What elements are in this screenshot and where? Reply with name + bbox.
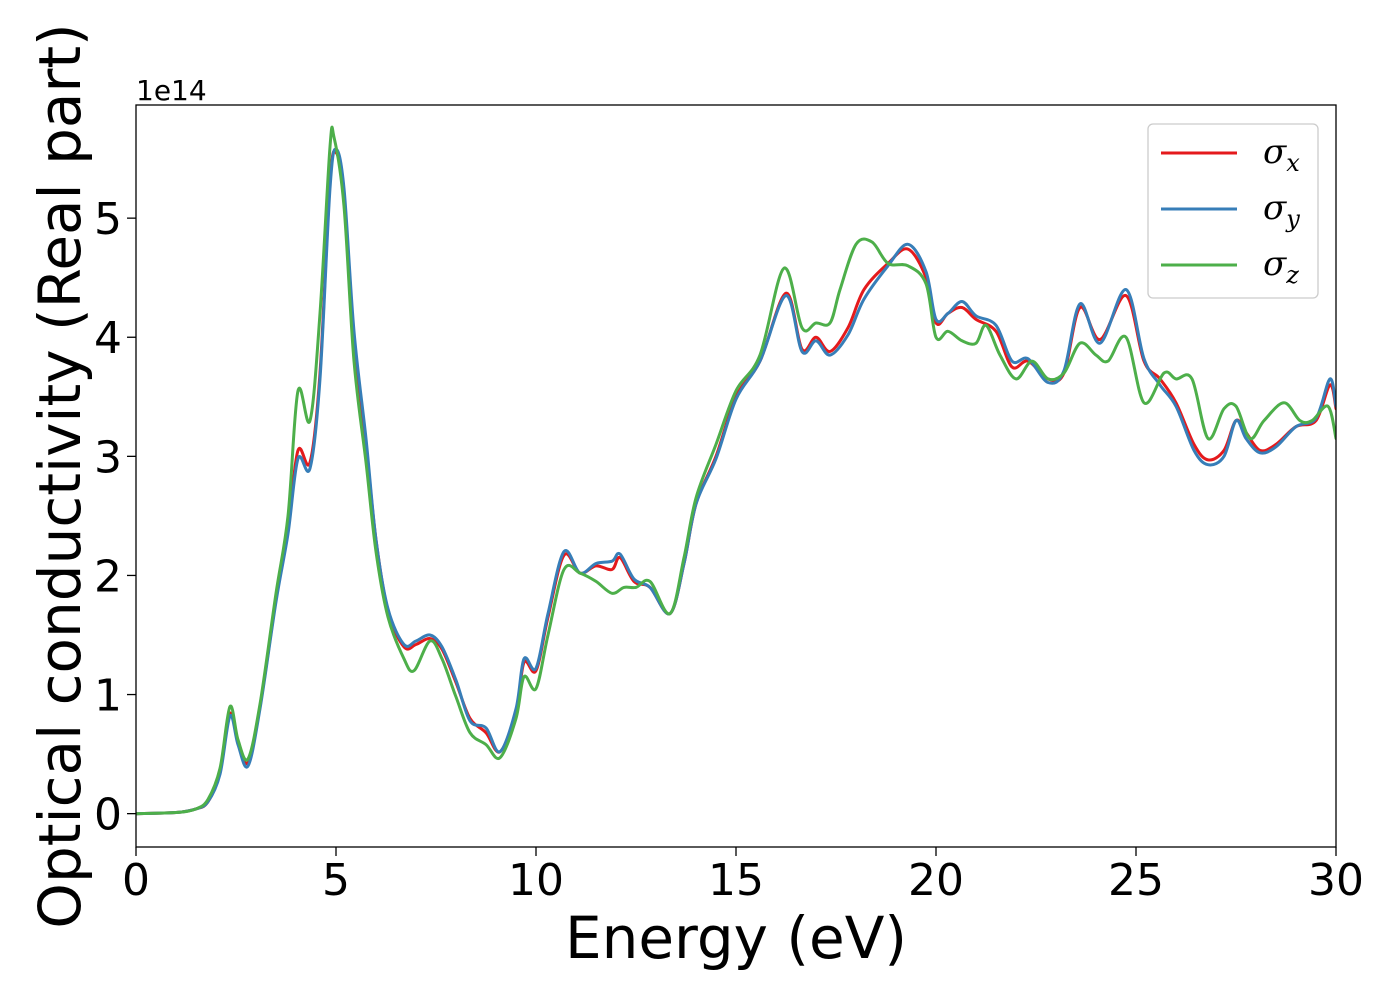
legend-label-y: σy <box>1263 188 1300 233</box>
x-tick-label: 25 <box>1108 855 1164 906</box>
legend-label-z: σz <box>1263 244 1299 289</box>
y-axis-title: Optical conductivity (Real part) <box>26 23 94 928</box>
y-tick-label: 3 <box>94 432 122 483</box>
x-tick-label: 5 <box>322 855 350 906</box>
legend-box <box>1147 123 1319 299</box>
x-tick-label: 10 <box>508 855 564 906</box>
y-tick-label: 5 <box>94 194 122 245</box>
y-offset-label: 1e14 <box>136 74 207 107</box>
y-tick-label: 4 <box>94 313 122 364</box>
series-line-y <box>136 147 1336 816</box>
series-line-z <box>136 125 1336 816</box>
x-tick-label: 15 <box>708 855 764 906</box>
x-tick-label: 0 <box>122 855 150 906</box>
series-layer <box>136 125 1336 816</box>
y-tick-label: 0 <box>94 790 122 841</box>
x-tick-label: 20 <box>908 855 964 906</box>
x-axis-title: Energy (eV) <box>565 904 907 972</box>
y-tick-label: 1 <box>94 671 122 722</box>
y-axis: 0 1 2 3 4 5 <box>94 194 136 841</box>
legend: σx σy σz <box>1147 123 1319 299</box>
x-tick-label: 30 <box>1308 855 1364 906</box>
x-axis: 0 5 10 15 20 25 30 <box>122 847 1364 906</box>
legend-label-x: σx <box>1263 132 1300 177</box>
y-tick-label: 2 <box>94 551 122 602</box>
